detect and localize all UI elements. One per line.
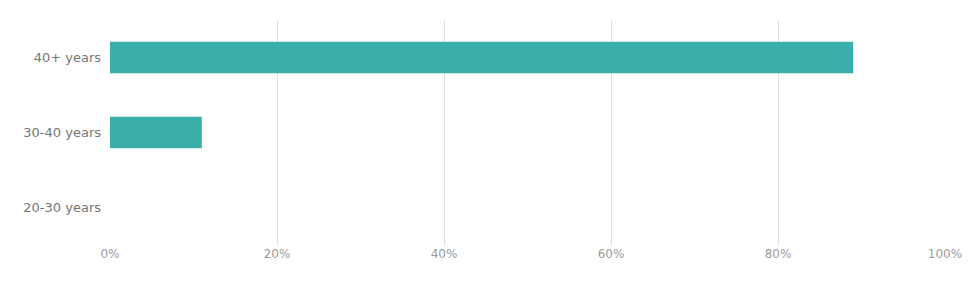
svg-text:40+ years: 40+ years: [34, 50, 102, 65]
svg-text:40%: 40%: [431, 247, 458, 261]
svg-text:100%: 100%: [928, 247, 962, 261]
svg-text:30-40 years: 30-40 years: [23, 125, 101, 140]
svg-text:20-30 years: 20-30 years: [23, 200, 101, 215]
svg-text:0%: 0%: [100, 247, 119, 261]
svg-text:20%: 20%: [264, 247, 291, 261]
svg-text:60%: 60%: [598, 247, 625, 261]
svg-text:80%: 80%: [765, 247, 792, 261]
